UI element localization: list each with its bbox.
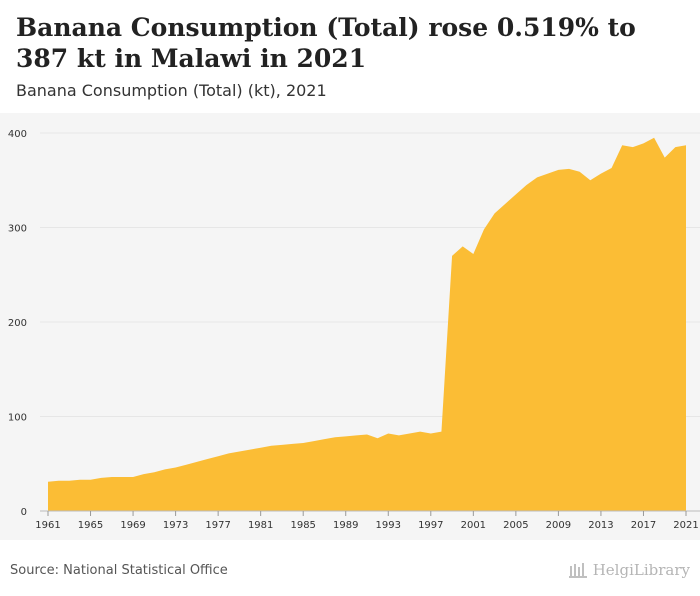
- y-tick-label-400: 400: [8, 129, 27, 140]
- x-tick-label-2017: 2017: [631, 520, 656, 531]
- x-tick-label-2021: 2021: [673, 520, 698, 531]
- x-tick-label-1965: 1965: [78, 520, 103, 531]
- y-tick-label-0: 0: [21, 507, 27, 518]
- x-tick-label-1997: 1997: [418, 520, 443, 531]
- area-series-consumption: [48, 137, 686, 511]
- x-tick-label-1985: 1985: [290, 520, 315, 531]
- x-tick-label-1989: 1989: [333, 520, 358, 531]
- brand-logo[interactable]: HelgiLibrary: [568, 561, 690, 579]
- x-tick-label-2001: 2001: [461, 520, 486, 531]
- chart-title: Banana Consumption (Total) rose 0.519% t…: [16, 13, 636, 73]
- y-tick-label-100: 100: [8, 413, 27, 424]
- x-tick-label-2005: 2005: [503, 520, 528, 531]
- library-icon: [568, 563, 587, 578]
- area-chart: 0 100 200 300 400 1961 1965 1969 1973 1977 1981 198…: [8, 129, 700, 531]
- x-tick-label-1981: 1981: [248, 520, 273, 531]
- x-tick-label-1961: 1961: [35, 520, 60, 531]
- x-tick-label-1973: 1973: [163, 520, 188, 531]
- brand-name: HelgiLibrary: [592, 561, 690, 579]
- x-tick-label-1993: 1993: [376, 520, 401, 531]
- x-tick-label-1977: 1977: [205, 520, 230, 531]
- y-tick-label-200: 200: [8, 318, 27, 329]
- source-note: Source: National Statistical Office: [10, 563, 228, 578]
- y-tick-label-300: 300: [8, 224, 27, 235]
- x-tick-label-2013: 2013: [588, 520, 613, 531]
- chart-subtitle: Banana Consumption (Total) (kt), 2021: [16, 81, 327, 100]
- x-tick-label-2009: 2009: [546, 520, 571, 531]
- x-tick-label-1969: 1969: [120, 520, 145, 531]
